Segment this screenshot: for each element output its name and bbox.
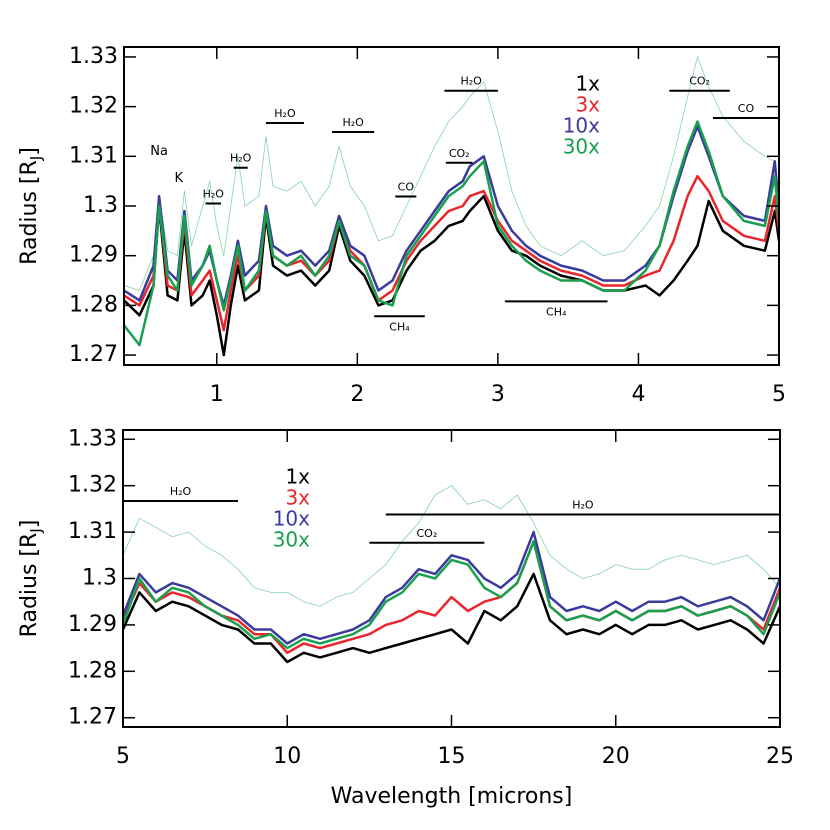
- legend-entry: 10x: [563, 114, 600, 138]
- legend-entry: 30x: [563, 135, 600, 159]
- annotation-label: H₂O: [230, 152, 252, 165]
- y-tick-label: 1.31: [68, 519, 117, 544]
- y-axis-label-part: ]: [17, 520, 42, 529]
- x-tick-label: 1: [210, 382, 224, 407]
- annotation-label: H₂O: [461, 75, 483, 88]
- series-line: [124, 120, 779, 347]
- y-axis-label-part: ]: [17, 147, 42, 156]
- annotation-label: CO: [738, 102, 755, 115]
- y-tick-label: 1.32: [68, 473, 117, 498]
- y-tick-label: 1.28: [68, 658, 117, 683]
- x-axis-label: Wavelength [microns]: [331, 784, 573, 809]
- annotation-label: Na: [150, 144, 168, 159]
- x-tick-label: 4: [631, 382, 645, 407]
- annotation-label: H₂O: [572, 498, 594, 511]
- y-axis-label: Radius [RJ]: [17, 520, 45, 638]
- series-line: [124, 56, 779, 291]
- x-tick-label: 3: [491, 382, 505, 407]
- x-tick-label: 10: [273, 744, 301, 769]
- legend-entry: 10x: [273, 507, 310, 531]
- y-axis-label-part: Radius [R: [17, 160, 42, 265]
- series-line: [123, 530, 780, 645]
- x-tick-label: 25: [766, 744, 794, 769]
- plot-frame: [123, 46, 780, 366]
- y-axis-label: Radius [RJ]: [17, 147, 45, 265]
- x-tick-label: 5: [772, 382, 786, 407]
- x-tick-label: 15: [438, 744, 466, 769]
- legend-entry: 1x: [285, 465, 310, 489]
- y-tick-label: 1.27: [69, 342, 118, 367]
- y-axis-label-part: Radius [R: [17, 533, 42, 638]
- legend-entry: 3x: [285, 486, 310, 510]
- annotation-label: CO: [398, 181, 415, 194]
- x-tick-label: 5: [116, 744, 130, 769]
- legend-entry: 1x: [575, 72, 600, 96]
- series-line: [123, 540, 780, 650]
- y-tick-label: 1.33: [68, 426, 117, 451]
- y-tick-label: 1.28: [69, 292, 118, 317]
- plot-frame: [122, 429, 781, 728]
- y-axis-label-part: J: [27, 156, 45, 161]
- annotation-label: CO₂: [449, 147, 470, 160]
- legend-entry: 3x: [575, 93, 600, 117]
- y-axis-label-part: J: [27, 528, 45, 533]
- y-tick-label: 1.27: [68, 705, 117, 730]
- series-line: [124, 174, 779, 332]
- series-line: [123, 485, 780, 607]
- annotation-label: H₂O: [274, 107, 296, 120]
- plot-area: [123, 485, 780, 664]
- annotation-label: H₂O: [170, 485, 192, 498]
- y-tick-label: 1.32: [69, 94, 118, 119]
- series-line: [123, 572, 780, 664]
- annotation-label: H₂O: [203, 188, 225, 201]
- plot-area: [124, 56, 779, 357]
- y-tick-label: 1.33: [69, 44, 118, 69]
- annotation-label: CO₂: [689, 75, 710, 88]
- y-tick-label: 1.29: [68, 612, 117, 637]
- x-tick-label: 2: [350, 382, 364, 407]
- annotation-label: CH₄: [389, 320, 410, 333]
- annotation-label: CH₄: [546, 305, 567, 318]
- annotation-label: K: [175, 171, 184, 186]
- x-tick-label: 20: [602, 744, 630, 769]
- y-tick-label: 1.29: [69, 243, 118, 268]
- y-tick-label: 1.31: [69, 143, 118, 168]
- y-tick-label: 1.3: [83, 193, 118, 218]
- y-tick-label: 1.3: [82, 566, 117, 591]
- series-line: [124, 194, 779, 357]
- annotation-label: H₂O: [342, 116, 364, 129]
- legend-entry: 30x: [273, 528, 310, 552]
- annotation-label: CO₂: [416, 527, 437, 540]
